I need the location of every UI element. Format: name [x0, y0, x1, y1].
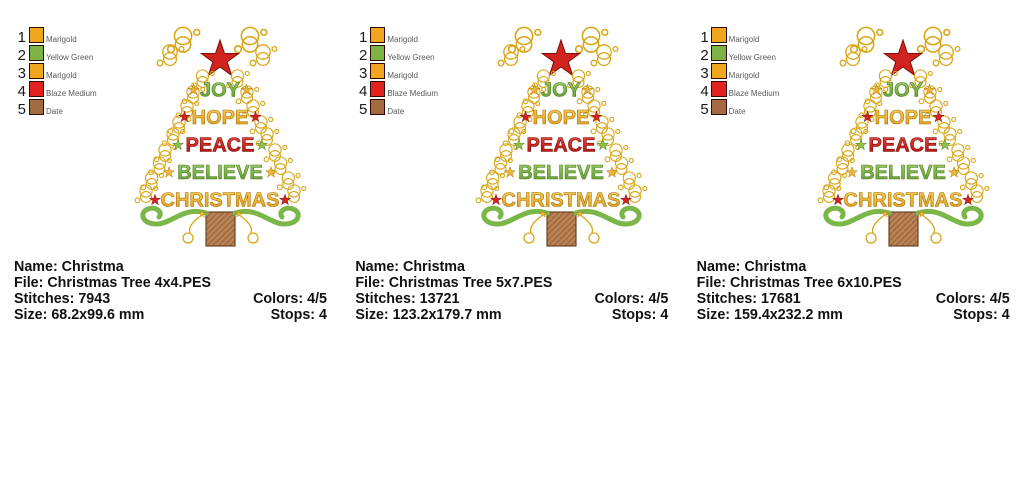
svg-text:JOY: JOY [200, 80, 241, 102]
svg-text:BELIEVE: BELIEVE [860, 162, 946, 184]
svg-text:HOPE: HOPE [192, 107, 249, 129]
svg-text:PEACE: PEACE [527, 135, 596, 157]
svg-text:JOY: JOY [883, 80, 924, 102]
svg-text:BELIEVE: BELIEVE [519, 162, 605, 184]
svg-text:JOY: JOY [541, 80, 582, 102]
svg-text:BELIEVE: BELIEVE [177, 162, 263, 184]
svg-text:PEACE: PEACE [186, 135, 255, 157]
svg-text:PEACE: PEACE [868, 135, 937, 157]
svg-text:CHRISTMAS: CHRISTMAS [502, 190, 621, 212]
svg-text:HOPE: HOPE [874, 107, 931, 129]
svg-text:CHRISTMAS: CHRISTMAS [161, 190, 280, 212]
svg-text:CHRISTMAS: CHRISTMAS [843, 190, 962, 212]
svg-text:HOPE: HOPE [533, 107, 590, 129]
